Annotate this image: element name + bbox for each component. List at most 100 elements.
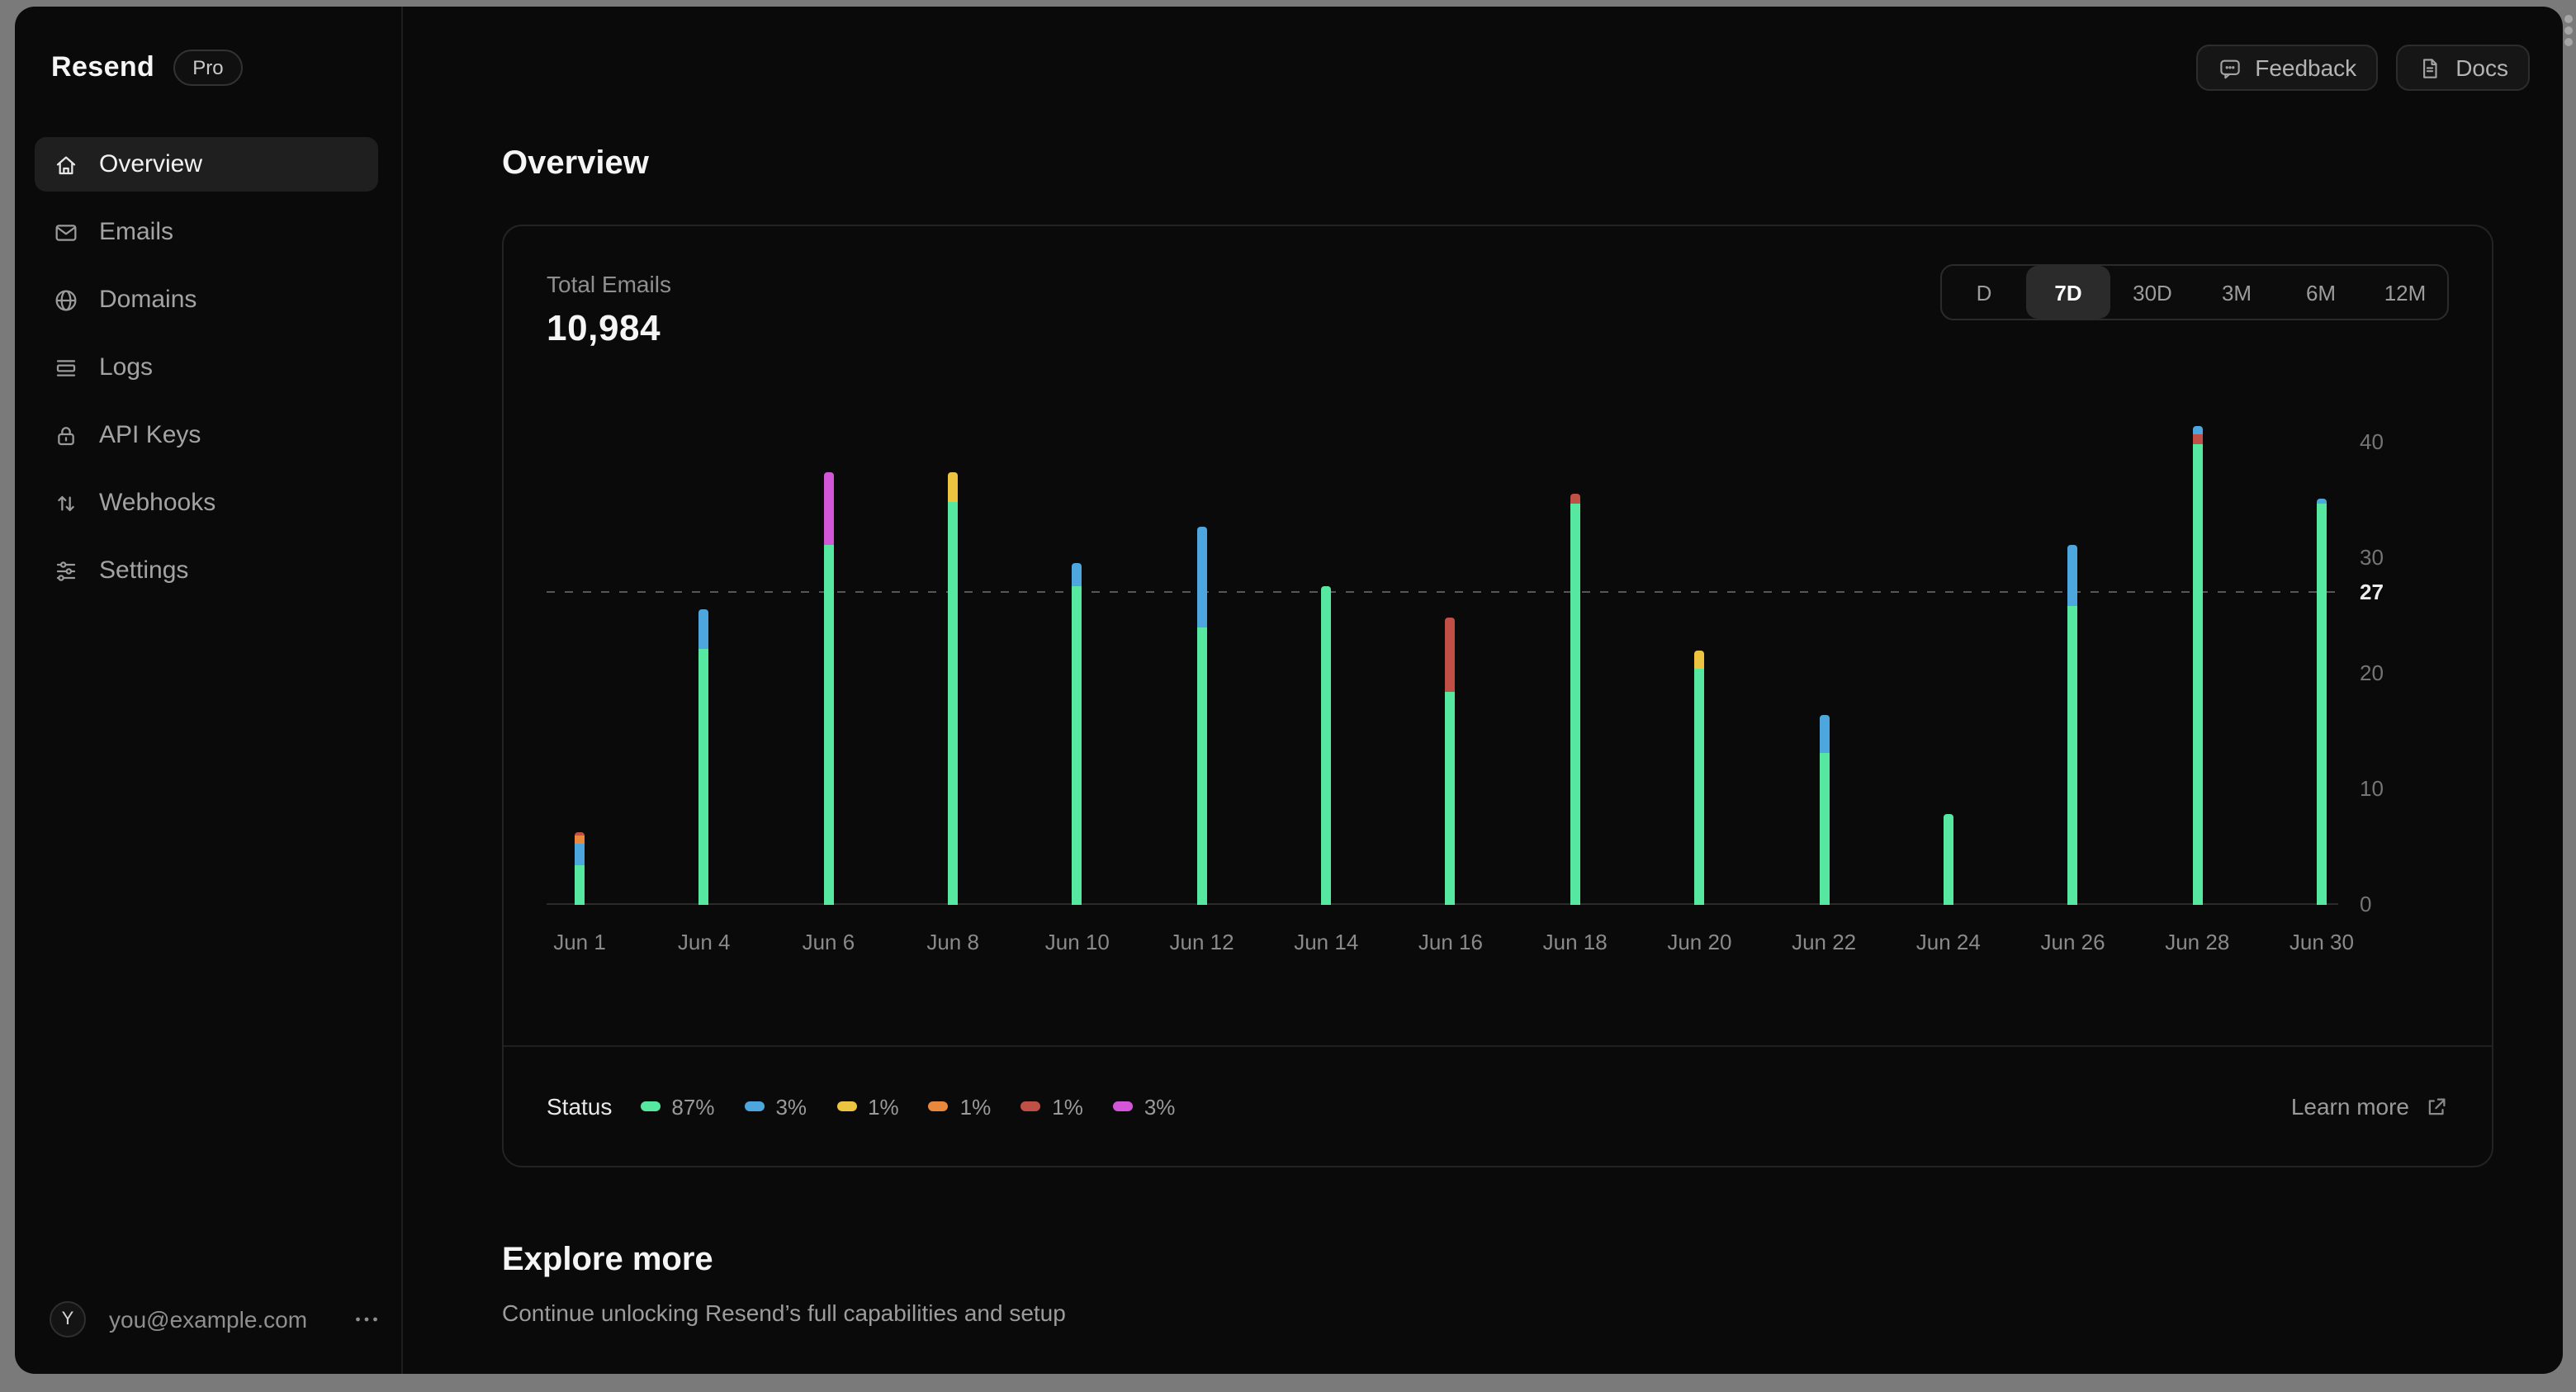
reference-label: 27 [2360, 580, 2384, 604]
range-option-7d[interactable]: 7D [2026, 266, 2110, 319]
y-axis-tick: 20 [2360, 660, 2384, 685]
sidebar-item-webhooks[interactable]: Webhooks [35, 476, 378, 530]
user-email: you@example.com [109, 1306, 308, 1333]
bar-jun-20[interactable] [1694, 651, 1705, 905]
globe-icon [53, 286, 79, 313]
bar-segment-blue [1819, 714, 1830, 754]
user-row[interactable]: Y you@example.com [50, 1300, 381, 1339]
legend-items: 87% 3% 1% 1% 1% 3% [640, 1094, 1175, 1119]
bar-segment-orange [575, 836, 585, 844]
legend-percentage: 3% [1144, 1094, 1176, 1119]
learn-more-link[interactable]: Learn more [2291, 1093, 2449, 1120]
learn-more-label: Learn more [2290, 1093, 2409, 1120]
bar-segment-magenta [823, 471, 834, 545]
bar-jun-22[interactable] [1819, 714, 1830, 905]
bar-segment-green [823, 544, 834, 905]
chart-plot [547, 381, 2338, 905]
bar-segment-green [1694, 668, 1705, 905]
feedback-button[interactable]: Feedback [2195, 45, 2379, 91]
legend-swatch-yellow [836, 1101, 857, 1111]
sidebar-item-label: Domains [99, 286, 197, 314]
sidebar-item-emails[interactable]: Emails [35, 205, 378, 259]
docs-button[interactable]: Docs [2396, 45, 2530, 91]
bar-segment-yellow [948, 471, 959, 503]
bar-jun-4[interactable] [698, 608, 709, 905]
avatar: Y [50, 1301, 86, 1338]
legend-item-red: 1% [1020, 1094, 1083, 1119]
bar-jun-12[interactable] [1196, 527, 1207, 905]
sidebar-item-label: Overview [99, 150, 203, 178]
envelope-icon [53, 219, 79, 245]
bar-jun-8[interactable] [948, 471, 959, 905]
sidebar-item-api-keys[interactable]: API Keys [35, 408, 378, 462]
sidebar-item-logs[interactable]: Logs [35, 340, 378, 395]
legend-item-orange: 1% [928, 1094, 992, 1119]
window-scrollbar[interactable] [2564, 15, 2573, 50]
bar-segment-blue [2067, 544, 2078, 606]
legend-swatch-green [640, 1101, 661, 1111]
range-option-12m[interactable]: 12M [2363, 266, 2447, 319]
bar-jun-26[interactable] [2067, 544, 2078, 905]
page-title: Overview [502, 145, 649, 182]
bar-jun-24[interactable] [1943, 813, 1953, 905]
bar-segment-red [1570, 493, 1580, 504]
legend-swatch-red [1020, 1101, 1041, 1111]
bar-jun-30[interactable] [2316, 498, 2327, 905]
y-axis-labels: 27 0 10 20 30 40 [2360, 381, 2459, 916]
logs-icon [53, 354, 79, 381]
y-axis-tick: 10 [2360, 776, 2384, 801]
bar-segment-green [1570, 504, 1580, 905]
user-menu-ellipsis-icon[interactable] [352, 1304, 381, 1334]
docs-label: Docs [2455, 54, 2508, 81]
bar-segment-blue [1196, 527, 1207, 627]
range-option-3m[interactable]: 3M [2195, 266, 2279, 319]
bar-segment-blue [575, 843, 585, 866]
bar-jun-10[interactable] [1072, 562, 1082, 905]
sidebar-item-settings[interactable]: Settings [35, 543, 378, 598]
legend-percentage: 3% [775, 1094, 807, 1119]
bar-segment-blue [1072, 562, 1082, 586]
bar-segment-yellow [1694, 651, 1705, 668]
range-option-30d[interactable]: 30D [2110, 266, 2195, 319]
legend-percentage: 1% [959, 1094, 992, 1119]
x-axis-label: Jun 4 [677, 930, 731, 954]
lock-icon [53, 422, 79, 448]
range-selector: D 7D 30D 3M 6M 12M [1940, 264, 2449, 320]
x-axis-label: Jun 1 [553, 930, 606, 954]
bar-segment-blue [2192, 425, 2203, 435]
bar-jun-18[interactable] [1570, 493, 1580, 905]
x-axis-label: Jun 12 [1169, 930, 1234, 954]
pro-badge: Pro [173, 50, 244, 86]
bar-segment-green [948, 502, 959, 905]
sidebar-item-label: Webhooks [99, 489, 216, 517]
range-option-d[interactable]: D [1942, 266, 2026, 319]
sidebar-item-overview[interactable]: Overview [35, 137, 378, 192]
bar-jun-16[interactable] [1445, 617, 1456, 905]
explore-subtitle: Continue unlocking Resend’s full capabil… [502, 1300, 1066, 1326]
sidebar-item-label: Emails [99, 218, 174, 246]
bar-segment-red [1445, 617, 1456, 691]
bar-jun-6[interactable] [823, 471, 834, 905]
sidebar: Resend Pro Overview Emails Domains Logs API … [15, 7, 403, 1374]
legend-percentage: 87% [671, 1094, 715, 1119]
x-axis-line [547, 903, 2338, 905]
bar-segment-red [2192, 434, 2203, 444]
bar-jun-1[interactable] [575, 831, 585, 905]
bar-segment-green [1445, 691, 1456, 905]
y-axis-tick: 0 [2360, 892, 2372, 916]
legend-swatch-magenta [1112, 1101, 1133, 1111]
sliders-icon [53, 557, 79, 584]
bar-segment-blue [698, 608, 709, 650]
bar-jun-28[interactable] [2192, 425, 2203, 905]
x-axis-label: Jun 26 [2040, 930, 2105, 954]
range-option-6m[interactable]: 6M [2279, 266, 2363, 319]
document-icon [2417, 55, 2442, 80]
sidebar-item-domains[interactable]: Domains [35, 272, 378, 327]
metric-value: 10,984 [547, 307, 661, 348]
legend-title: Status [547, 1093, 613, 1120]
home-icon [53, 151, 79, 178]
bar-jun-14[interactable] [1321, 585, 1332, 905]
reference-line [547, 591, 2338, 593]
bar-segment-green [1321, 585, 1332, 905]
